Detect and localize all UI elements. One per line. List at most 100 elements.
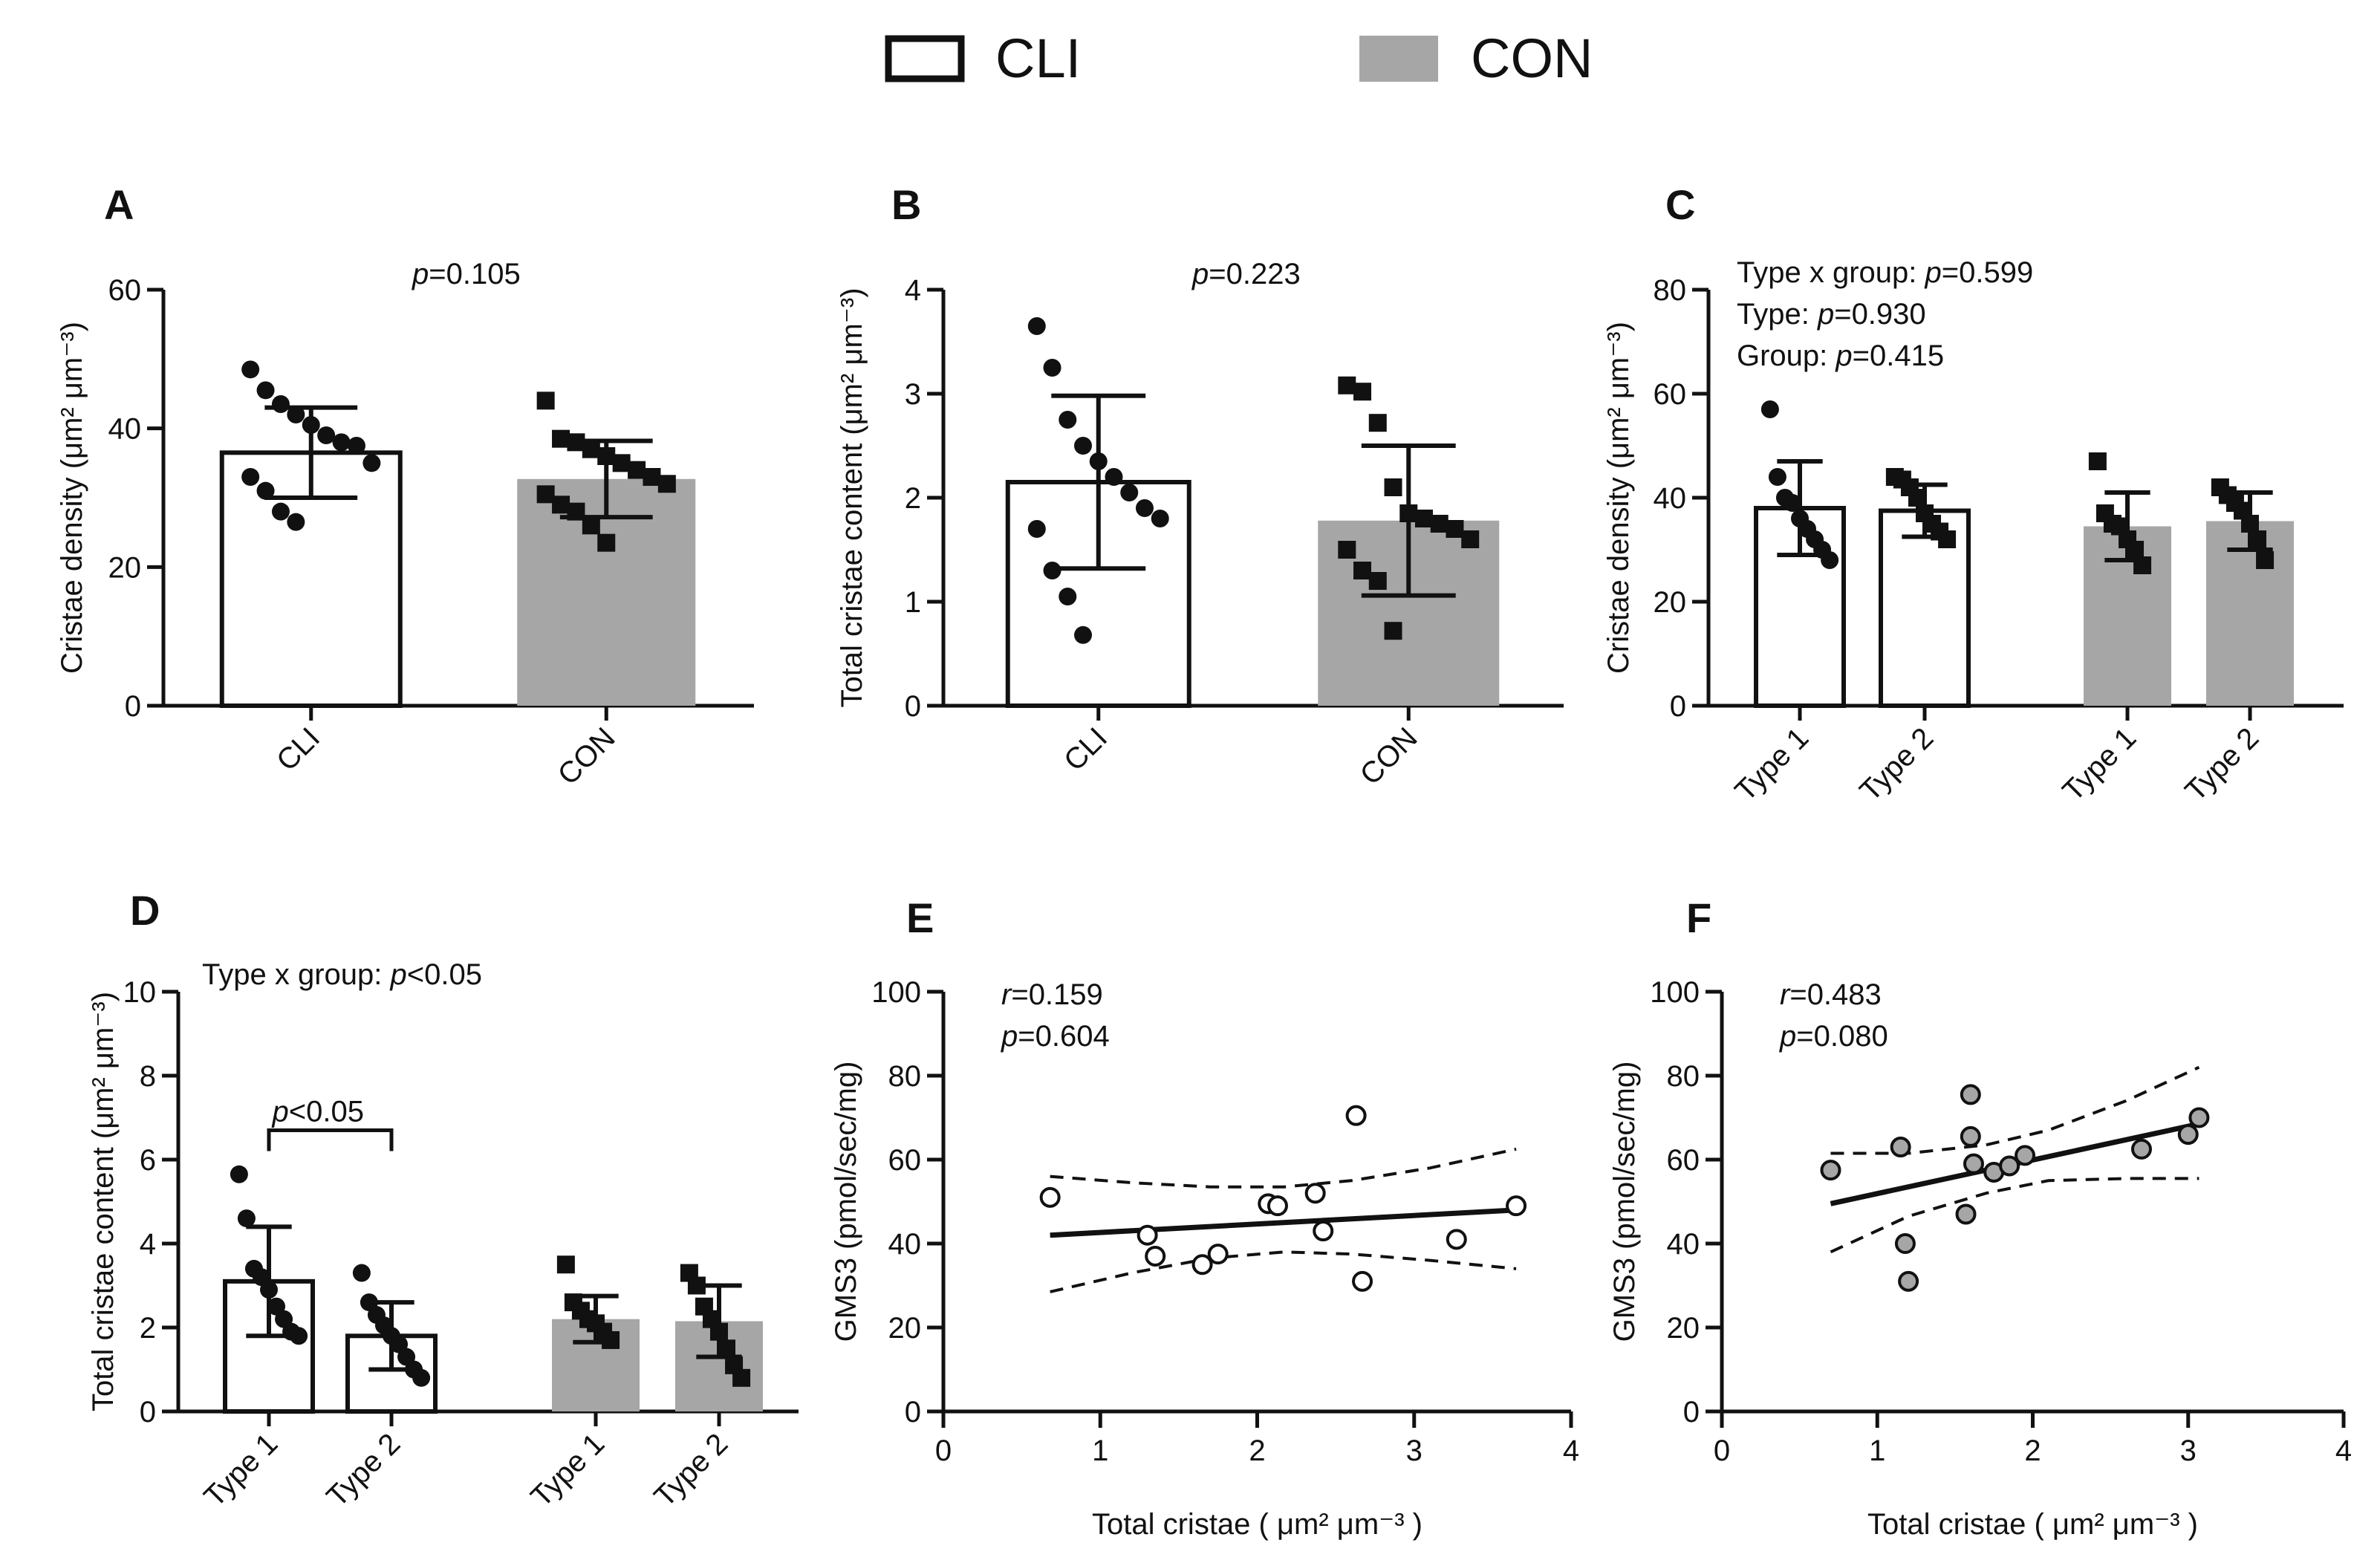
- panel-a-category-label: CON: [552, 721, 622, 791]
- panel-c-stat-2: Group: p=0.415: [1737, 339, 1944, 372]
- panel-c-category-label: Type 2: [1853, 721, 1940, 808]
- panel-a-y-tick-label: 60: [108, 274, 142, 307]
- panel-a-data-point: [302, 416, 320, 434]
- panel-a-data-point: [567, 502, 585, 521]
- panel-b-y-tick-label: 4: [905, 274, 921, 307]
- panel-e-data-point: [1446, 1229, 1467, 1250]
- panel-f-data-point: [1960, 1084, 1981, 1105]
- panel-e-x-tick-label: 3: [1406, 1434, 1423, 1467]
- panel-d-y-axis-label: Total cristae content (μm² μm⁻³): [87, 992, 120, 1411]
- panel-c-category-label: Type 2: [2179, 721, 2265, 808]
- panel-c-stat-0-part: p: [1924, 256, 1941, 289]
- panel-d-data-point: [687, 1276, 706, 1295]
- panel-c-y-tick-label: 0: [1670, 690, 1686, 723]
- panel-e-data-point: [1352, 1270, 1373, 1292]
- panel-d-y-tick-label: 10: [123, 976, 157, 1009]
- panel-c-category-label: Type 1: [1729, 721, 1815, 808]
- panel-e-data-point: [1304, 1183, 1326, 1204]
- panel-e-y-tick-label: 20: [888, 1312, 922, 1345]
- panel-b-data-point: [1043, 359, 1061, 377]
- panel-c-stat-1-part: p: [1817, 298, 1834, 331]
- panel-f-data-point: [1999, 1155, 2020, 1177]
- panel-d-data-point: [237, 1209, 256, 1228]
- panel-e-stat-1: p=0.604: [1001, 1020, 1110, 1053]
- panel-f-y-tick-label: 100: [1650, 976, 1700, 1009]
- panel-d-stat-0-part: <0.05: [407, 958, 482, 991]
- panel-d-data-point: [352, 1264, 371, 1282]
- panel-e-data-point: [1145, 1245, 1166, 1267]
- panel-a-p-value-part: p: [412, 258, 429, 290]
- panel-a-category-label: CLI: [270, 721, 326, 777]
- panel-d-category-label: Type 1: [198, 1427, 284, 1513]
- panel-b-y-tick-label: 1: [905, 586, 921, 619]
- panel-d-y-tick-label: 2: [140, 1312, 156, 1345]
- panel-f-data-point: [2188, 1107, 2210, 1128]
- panel-a-y-tick-label: 40: [108, 413, 142, 446]
- panel-e-data-point: [1039, 1186, 1061, 1208]
- panel-d-y-tick-label: 0: [140, 1396, 156, 1429]
- panel-b-data-point: [1446, 520, 1464, 538]
- panel-e-data-point: [1313, 1221, 1334, 1242]
- panel-b-y-tick-label: 0: [905, 690, 921, 723]
- panel-c-stat-0: Type x group: p=0.599: [1737, 256, 2033, 289]
- panel-c-stat-1-part: =0.930: [1834, 298, 1925, 331]
- panel-f-data-point: [2130, 1138, 2152, 1160]
- panel-e-y-tick-label: 100: [871, 976, 921, 1009]
- panel-b-data-point: [1151, 510, 1169, 527]
- panel-b-data-point: [1059, 588, 1077, 605]
- panel-e-stat-0-part: =0.159: [1011, 978, 1102, 1011]
- panel-e-data-point: [1267, 1195, 1288, 1217]
- panel-f-data-point: [2177, 1124, 2199, 1146]
- panel-f-title: F: [1686, 894, 1711, 941]
- panel-e: E 0 20 40 60 80 100 0 1 2 3 4 r=0.159 p=0.604 GMS3 (pm…: [830, 894, 1579, 1541]
- panel-e-y-tick-label: 80: [888, 1060, 922, 1093]
- panel-b-y-tick-label: 2: [905, 482, 921, 515]
- panel-c-data-point: [2126, 541, 2145, 559]
- panel-a-y-tick-label: 20: [108, 551, 142, 584]
- legend-con-label: CON: [1471, 27, 1593, 89]
- panel-c-data-point: [1821, 551, 1839, 569]
- panel-b-data-point: [1089, 452, 1108, 470]
- panel-a-p-value-part: =0.105: [429, 258, 520, 290]
- panel-c-data-point: [1908, 489, 1926, 507]
- panel-d-bracket-label: p<0.05: [272, 1095, 364, 1128]
- panel-a-data-point: [597, 533, 616, 552]
- panel-f-data-point: [1898, 1270, 1919, 1292]
- panel-e-data-point: [1137, 1224, 1158, 1246]
- panel-d-y-tick-label: 8: [140, 1060, 156, 1093]
- panel-f-y-tick-label: 0: [1683, 1396, 1700, 1429]
- panel-b-data-point: [1074, 437, 1093, 455]
- panel-e-x-tick-label: 1: [1092, 1434, 1108, 1467]
- panel-b-data-point: [1399, 504, 1418, 522]
- panel-a-title: A: [104, 181, 134, 228]
- legend: CLI CON: [885, 27, 1593, 89]
- panel-a-data-point: [256, 381, 275, 400]
- panel-f-x-tick-label: 4: [2335, 1434, 2352, 1467]
- panel-c-y-tick-label: 80: [1654, 274, 1687, 307]
- panel-f-x-tick-label: 3: [2180, 1434, 2197, 1467]
- panel-a-y-tick-label: 0: [125, 690, 141, 723]
- panel-a-y-axis-label: Cristae density (μm² μm⁻³): [56, 322, 88, 674]
- panel-f-stat-1-part: =0.080: [1796, 1020, 1888, 1053]
- panel-b-p-value: p=0.223: [1191, 258, 1301, 290]
- panel-e-stat-0-part: r: [1001, 978, 1012, 1011]
- panel-d-data-point: [602, 1330, 620, 1349]
- panel-c-stat-2-part: Group:: [1737, 339, 1836, 372]
- panel-a-data-point: [643, 468, 661, 486]
- panel-b-data-point: [1414, 510, 1433, 527]
- panel-d-data-point: [718, 1339, 736, 1358]
- panel-f-x-tick-label: 0: [1714, 1434, 1730, 1467]
- panel-d-data-point: [710, 1322, 728, 1341]
- panel-a-data-point: [628, 461, 646, 479]
- panel-a-data-point: [271, 502, 290, 521]
- panel-c-y-axis-label: Cristae density (μm² μm⁻³): [1602, 322, 1635, 674]
- panel-e-x-tick-label: 4: [1563, 1434, 1579, 1467]
- panel-f-stat-1: p=0.080: [1779, 1020, 1888, 1053]
- panel-b-category-label: CON: [1354, 721, 1424, 791]
- panel-d: D 0 2 4 6 8 10 Type 1 Type 2 Type 1 Type 2 Type x g…: [87, 887, 799, 1513]
- panel-a-data-point: [241, 360, 260, 379]
- panel-d-data-point: [732, 1368, 751, 1387]
- panel-c-data-point: [2256, 551, 2275, 569]
- panel-e-x-axis-label: Total cristae ( μm² μm⁻³ ): [1092, 1508, 1423, 1541]
